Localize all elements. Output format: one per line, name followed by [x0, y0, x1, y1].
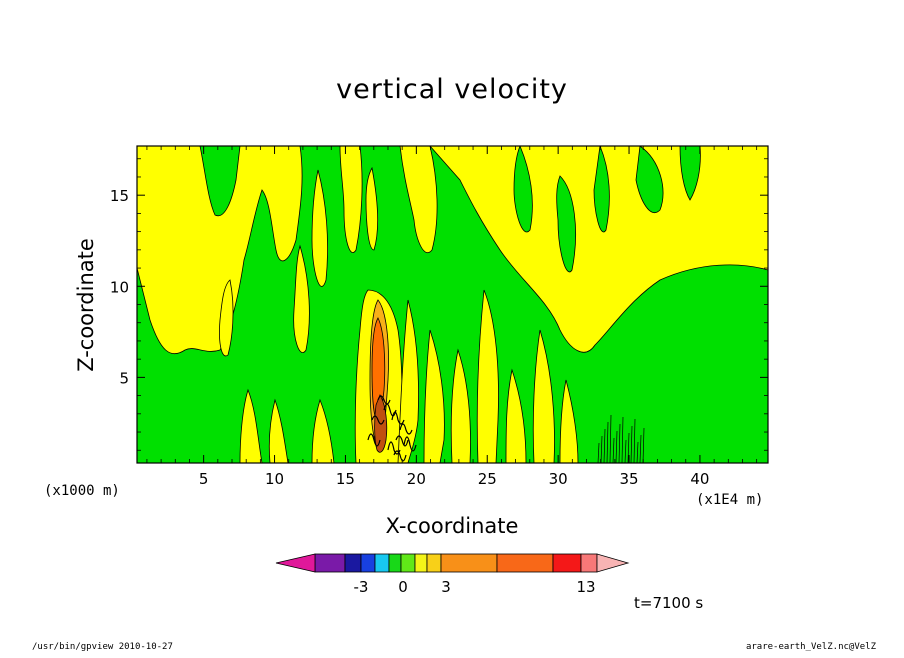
near-surface-contour — [383, 403, 397, 417]
near-surface-contour — [403, 436, 417, 452]
near-surface-contour — [367, 433, 381, 447]
y-axis-label: Z-coordinate — [74, 238, 98, 372]
x-tick-label: 5 — [199, 470, 209, 488]
colorbar-tick-label: 3 — [441, 578, 451, 596]
x-tick-label: 35 — [619, 470, 638, 488]
positive-strip-12 — [476, 289, 499, 463]
near-surface-contour — [391, 411, 405, 425]
positive-strip-13 — [505, 368, 527, 463]
colorbar-tick-label: 13 — [576, 578, 595, 596]
positive-strip-4 — [293, 244, 310, 353]
near-surface-contour — [377, 395, 391, 405]
shallow-convection-contour — [624, 439, 627, 463]
positive-strip-5 — [311, 169, 328, 287]
shallow-convection-contour — [621, 416, 624, 463]
y-tick-label: 15 — [110, 187, 129, 205]
y-tick-label: 5 — [119, 369, 129, 387]
colorbar-segment — [580, 553, 598, 573]
near-surface-contour — [393, 450, 407, 462]
footer-source: arare-earth_VelZ.nc@VelZ — [745, 642, 876, 652]
colorbar-segment — [400, 553, 416, 573]
colorbar-segment — [374, 553, 390, 573]
positive-strip-7 — [365, 166, 379, 251]
colorbar-segment — [314, 553, 346, 573]
near-surface-contour — [387, 441, 401, 455]
positive-strip-6 — [339, 146, 363, 253]
positive-strip-10 — [423, 329, 445, 463]
x-axis-label: X-coordinate — [385, 514, 519, 538]
positive-strip-15 — [559, 379, 579, 463]
shallow-convection-contour — [615, 430, 618, 463]
colorbar-segment — [552, 553, 582, 573]
shallow-convection-contour — [642, 427, 645, 463]
positive-strip-11 — [450, 348, 471, 463]
contour-fields — [137, 146, 768, 463]
colorbar-arrow-low — [275, 553, 316, 573]
negative-pocket-4 — [635, 146, 664, 213]
shallow-convection-contour — [630, 425, 633, 463]
x-scale-note: (x1E4 m) — [696, 492, 764, 508]
x-tick-label: 15 — [336, 470, 355, 488]
y-tick-label: 10 — [110, 278, 129, 296]
positive-strip-3 — [268, 398, 289, 463]
shallow-convection-contour — [636, 441, 639, 463]
colorbar-tick-label: 0 — [398, 578, 408, 596]
positive-region-upper-left — [137, 146, 303, 355]
shallow-convection-contour — [597, 442, 600, 463]
x-unit-note: (x1000 m) — [44, 483, 120, 499]
x-tick-label: 40 — [690, 470, 709, 488]
shallow-convection-contour — [609, 414, 612, 463]
shallow-convection-contour — [606, 421, 609, 463]
colorbar-segment — [496, 553, 554, 573]
colorbar-segment — [414, 553, 428, 573]
colorbar-segment — [388, 553, 402, 573]
shallow-convection-contour — [600, 435, 603, 463]
x-tick-label: 25 — [478, 470, 497, 488]
colorbar-segment — [360, 553, 376, 573]
x-tick-label: 30 — [549, 470, 568, 488]
negative-pocket-5 — [679, 146, 701, 201]
colorbar-segment — [440, 553, 498, 573]
shallow-convection-contour — [603, 428, 606, 463]
colorbar-segment — [344, 553, 362, 573]
shallow-convection-contour — [633, 418, 636, 463]
chart-title: vertical velocity — [336, 74, 568, 105]
negative-pocket-1 — [556, 175, 576, 273]
shallow-convection-contour — [612, 437, 615, 463]
colorbar-arrow-high — [596, 553, 630, 573]
colorbar-tick-label: -3 — [354, 578, 369, 596]
shallow-convection-contour — [618, 423, 621, 463]
time-label: t=7100 s — [634, 594, 704, 612]
shallow-convection-contour — [627, 432, 630, 463]
colorbar-segment — [426, 553, 442, 573]
positive-strip-16 — [399, 146, 438, 253]
positive-strip-14 — [532, 329, 555, 463]
footer-program: /usr/bin/gpview 2010-10-27 — [32, 642, 173, 652]
x-tick-label: 20 — [407, 470, 426, 488]
negative-pocket-3 — [593, 146, 610, 233]
near-surface-contour — [399, 423, 413, 435]
shallow-convection-contour — [639, 434, 642, 463]
x-tick-label: 10 — [265, 470, 284, 488]
positive-strip-8 — [311, 398, 335, 463]
negative-pocket-2 — [513, 146, 533, 233]
near-surface-contour — [371, 415, 385, 425]
positive-strip-1 — [219, 279, 234, 357]
near-surface-contour — [395, 435, 409, 447]
positive-strip-2 — [239, 388, 263, 463]
